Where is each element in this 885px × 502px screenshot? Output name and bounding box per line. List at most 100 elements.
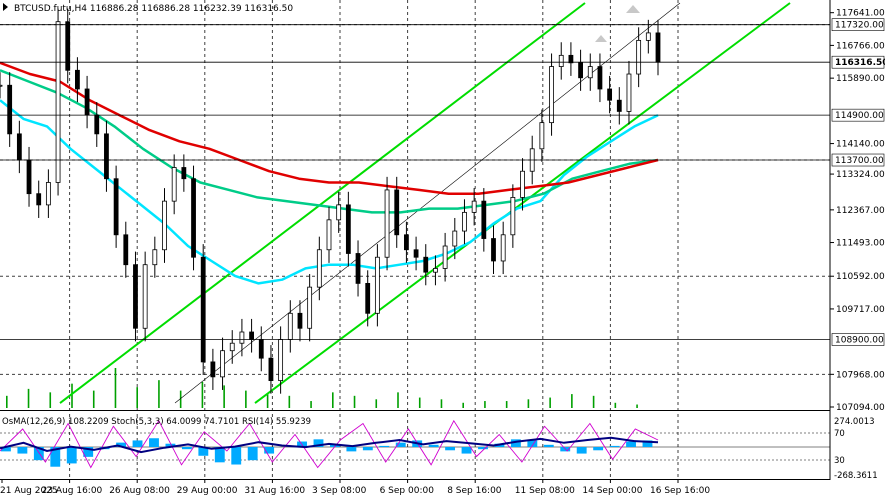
candle-body [587, 66, 593, 79]
osma-bar [181, 447, 192, 450]
candle-body [200, 256, 206, 363]
level-label: 113700.00 [835, 156, 884, 166]
x-tick-label: 26 Aug 08:00 [109, 486, 170, 496]
volume-bar [418, 397, 421, 408]
candle-body [181, 167, 187, 180]
volume-bar [332, 392, 334, 408]
candle-body [520, 170, 525, 198]
y-tick-label: 116766.00 [836, 41, 885, 51]
candle-body [500, 234, 506, 262]
osma-bar [576, 447, 587, 454]
level-label: 114900.00 [835, 111, 884, 121]
chart-title: BTCUSD.futu,H4 116886.28 116886.28 11623… [14, 4, 293, 14]
candle-body [616, 99, 622, 112]
osma-bar [543, 444, 554, 447]
candle-body [45, 182, 51, 206]
volume-bar [158, 380, 160, 408]
x-tick-label: 21 Aug 2025 [0, 486, 58, 496]
candle-body [374, 256, 380, 314]
candle-body [423, 256, 429, 273]
volume-bar [571, 394, 573, 408]
osma-bar [593, 447, 604, 451]
candle-body [626, 73, 632, 112]
x-tick-label: 14 Sep 00:00 [582, 486, 642, 496]
candle-body [220, 350, 225, 378]
rsi-line [0, 436, 659, 454]
level-label-box [831, 55, 885, 69]
stoch-line [0, 419, 659, 469]
channel-midline [174, 2, 681, 404]
osma-bar [132, 440, 143, 447]
candle-body [636, 39, 642, 75]
candle-body [239, 331, 245, 344]
osma-bar [379, 445, 390, 447]
volume-bar [636, 404, 638, 408]
candle-body [94, 114, 100, 135]
x-tick-label: 16 Sep 16:00 [650, 486, 710, 496]
candle-body [394, 189, 400, 236]
arrow-marker-icon [626, 5, 640, 13]
candle-body [104, 133, 109, 180]
candle-body [442, 245, 448, 269]
candle-body [404, 234, 409, 251]
volume-bar [201, 381, 204, 408]
candle-body [210, 361, 216, 378]
volume-bar [49, 392, 52, 408]
osma-bar [165, 443, 176, 447]
level-label: 117320.00 [835, 21, 884, 31]
osma-bar [83, 447, 94, 457]
volume-bar [92, 390, 95, 408]
candle-body [345, 204, 351, 254]
candle-body [326, 219, 332, 251]
candle-body [336, 204, 342, 221]
candle-body [287, 312, 293, 340]
x-tick-label: 11 Sep 08:00 [515, 486, 575, 496]
osma-bar [510, 439, 521, 447]
candle-body [471, 200, 477, 213]
volume-bar [136, 387, 138, 408]
y-tick-label: 110592.00 [836, 272, 885, 282]
volume-bar [6, 395, 8, 408]
candle-body [510, 197, 516, 236]
candle-body [597, 66, 603, 90]
volume-bar [505, 401, 508, 408]
y-tick-label: 115890.00 [836, 74, 885, 84]
candle-body [152, 249, 158, 266]
candle-body [297, 312, 303, 329]
level-label: 108900.00 [835, 335, 884, 345]
volume-bars [6, 368, 638, 408]
osma-bar [626, 441, 636, 447]
oscillator-tick-label: -268.3611 [834, 471, 878, 481]
y-tick-label: 111493.00 [836, 239, 885, 249]
candle-body [462, 211, 467, 232]
level-label-box [831, 333, 885, 346]
candle-body [171, 167, 177, 202]
oscillator-tick-label: 30 [834, 456, 845, 466]
y-tick-label: 109717.00 [836, 305, 885, 315]
osma-bar [313, 439, 324, 447]
volume-bar [592, 395, 595, 408]
arrow-marker-icon [595, 35, 607, 42]
candle-body [258, 339, 264, 359]
volume-bar [310, 401, 312, 408]
volume-bar [375, 399, 378, 408]
candle-body [123, 234, 129, 266]
candle-body [65, 21, 71, 71]
indicator-lines [0, 61, 659, 285]
volume-bar [527, 399, 530, 408]
x-tick-label: 3 Sep 08:00 [312, 486, 367, 496]
x-tick-label: 31 Aug 16:00 [244, 486, 305, 496]
price-levels: 117320.00 116316.50 114900.00 113700.00 1089… [0, 18, 885, 346]
osma-bar [428, 444, 439, 447]
oscillator-tick-label: 70 [834, 429, 845, 439]
level-label-box [831, 108, 885, 122]
osma-bar [395, 442, 406, 447]
candle-body [645, 32, 651, 41]
volume-bar [484, 401, 486, 408]
level-label-box [831, 18, 885, 31]
level-label: 116316.50 [835, 58, 885, 68]
y-tick-label: 117641.00 [836, 9, 885, 19]
candle-body [433, 268, 438, 273]
